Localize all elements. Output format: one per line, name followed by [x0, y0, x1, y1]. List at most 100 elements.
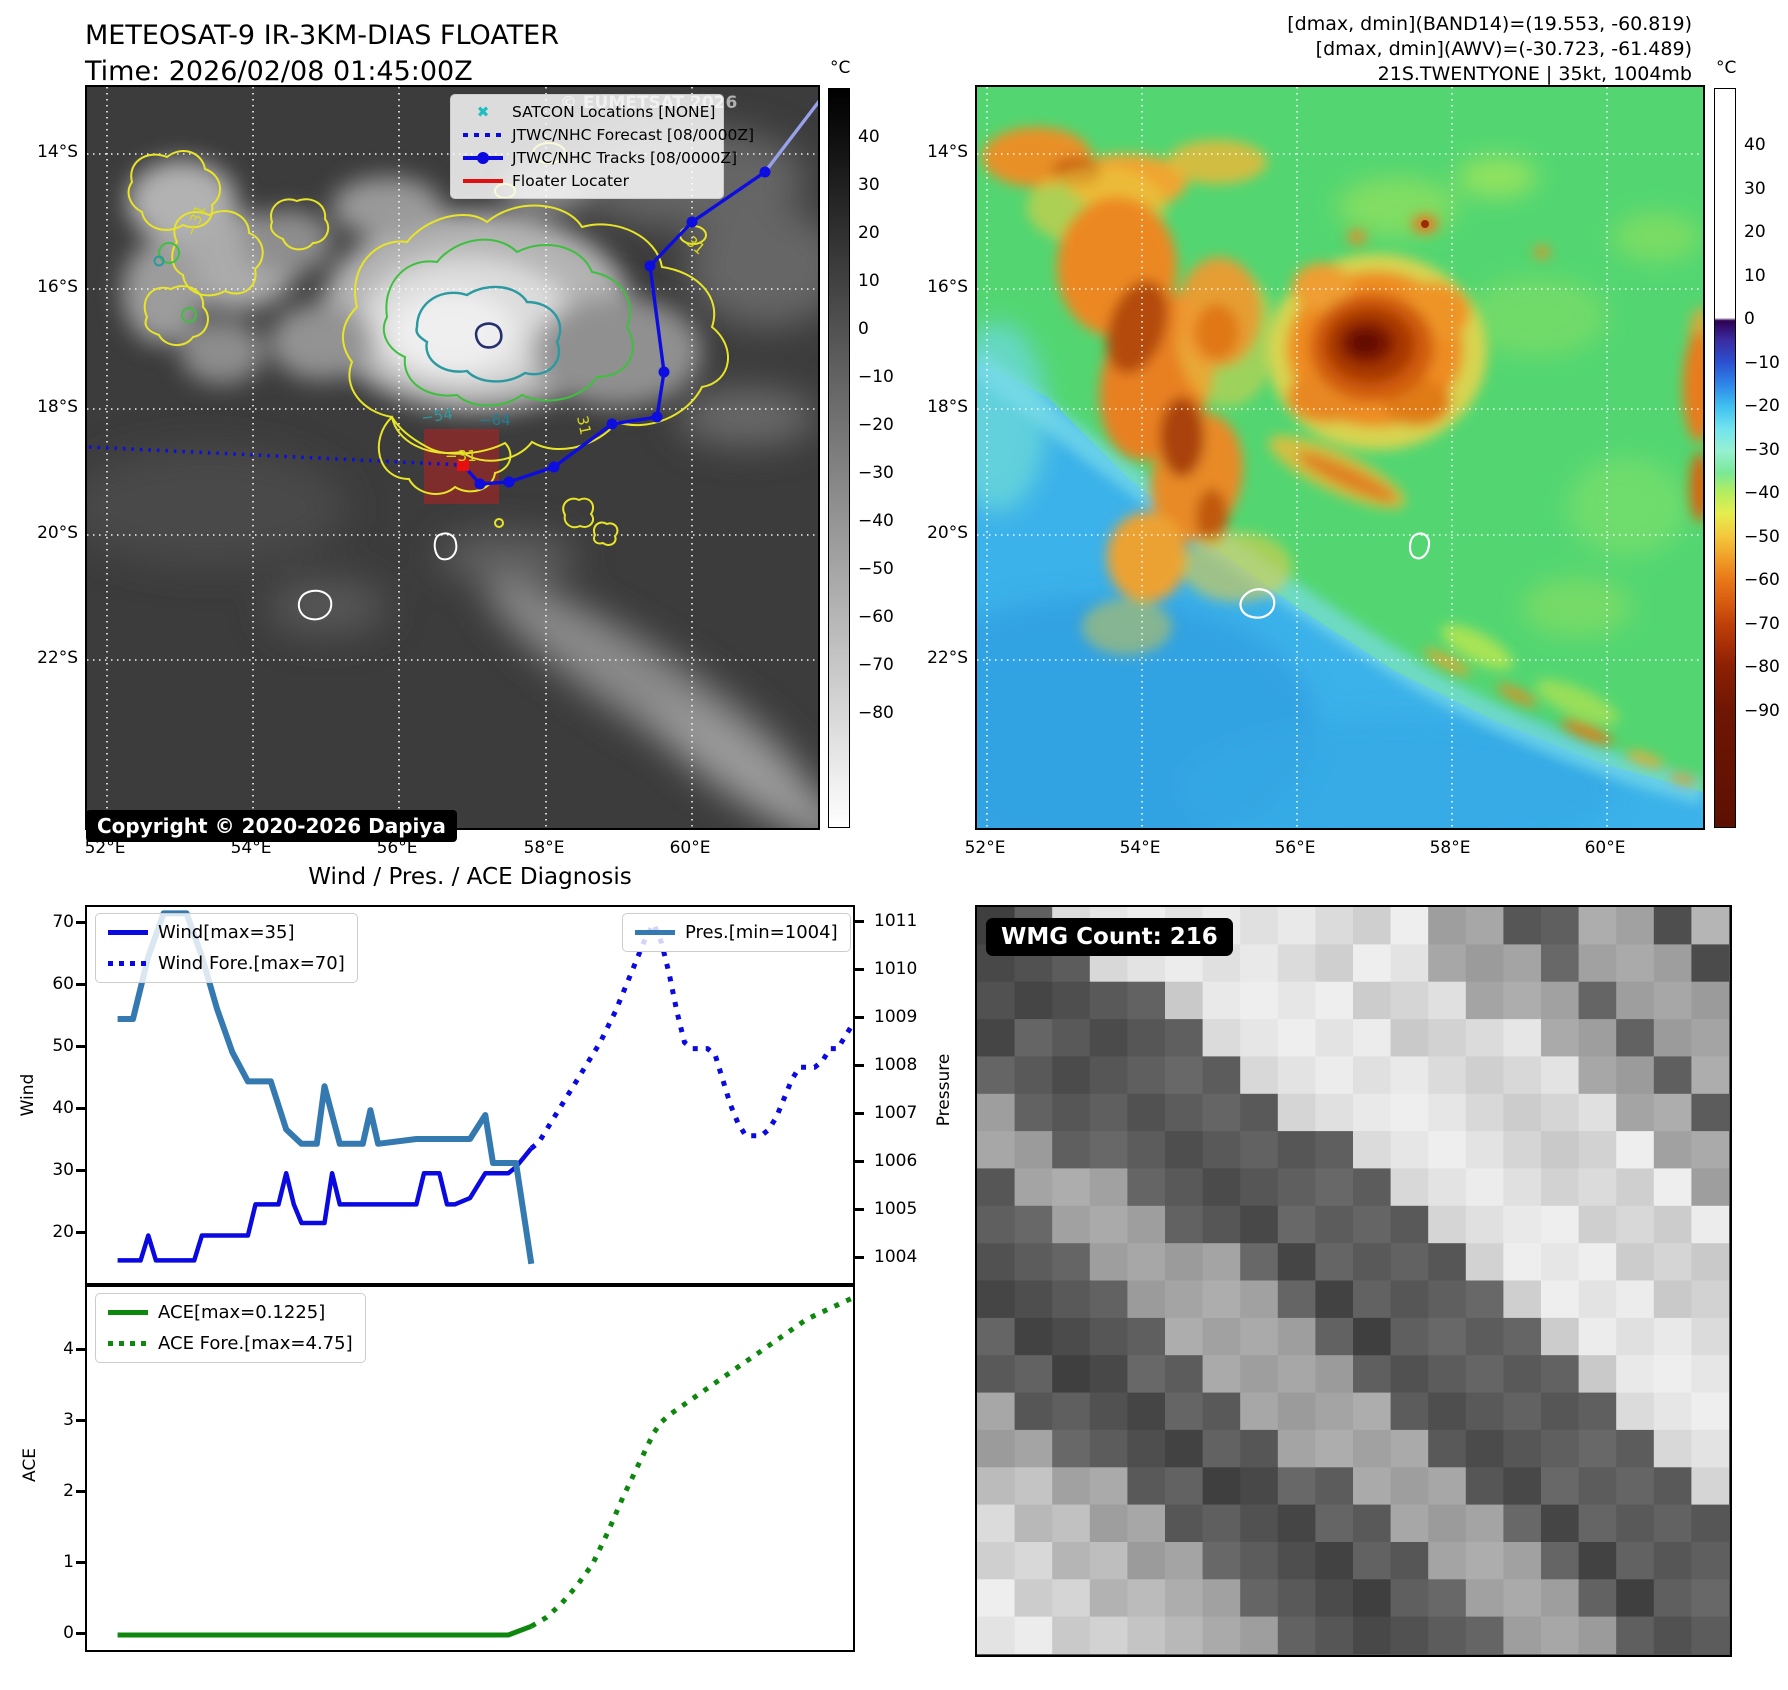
- wmg-cell: [1691, 1504, 1730, 1543]
- wmg-cell: [1428, 907, 1467, 945]
- ir-faint-clouds: [67, 127, 854, 846]
- wmg-cell: [1277, 1467, 1316, 1506]
- legend-row-pressure: Pres.[min=1004]: [635, 922, 838, 943]
- wmg-cell: [1202, 1579, 1241, 1618]
- wmg-cell: [1277, 1019, 1316, 1058]
- wmg-cell: [1428, 1317, 1467, 1356]
- tick-label: 54°E: [1119, 838, 1161, 858]
- wmg-cell: [1165, 1355, 1203, 1394]
- axis-tick: [855, 1160, 864, 1163]
- track-line-icon: [463, 152, 503, 164]
- wmg-cell: [977, 1280, 1015, 1319]
- wmg-cell: [1541, 1579, 1579, 1618]
- series-ACE Fore.[max=4.75]: [530, 1295, 855, 1629]
- wmg-cell: [1277, 1131, 1316, 1170]
- wmg-cell: [1353, 1093, 1391, 1132]
- ir-island-outlines: [297, 532, 458, 621]
- wmg-cell: [1165, 1131, 1203, 1170]
- wmg-cell: [1465, 1504, 1504, 1543]
- tick-label: −70: [858, 655, 894, 675]
- tick-label: −10: [1744, 352, 1780, 373]
- wmg-cell: [1089, 1392, 1128, 1431]
- wmg-cell: [1202, 1467, 1241, 1506]
- tick-label: 30: [858, 175, 880, 195]
- wmg-cell: [1578, 1616, 1617, 1655]
- wmg-cell: [1277, 1243, 1316, 1282]
- wmg-cell: [1428, 1280, 1467, 1319]
- wmg-cell: [1202, 1168, 1241, 1207]
- ir-map-panel: −54 −64 −31 31 −31 31: [67, 85, 854, 846]
- wmg-cell: [1014, 1131, 1053, 1170]
- wmg-cell: [1428, 1616, 1467, 1655]
- tick-label: 1007: [874, 1103, 918, 1123]
- wmg-cell: [1653, 1056, 1692, 1095]
- satellite-time: Time: 2026/02/08 01:45:00Z: [85, 56, 473, 87]
- wmg-cell: [1165, 1056, 1203, 1095]
- wmg-cell: [1165, 1542, 1203, 1580]
- wmg-cell: [1616, 1504, 1655, 1543]
- wmg-cell: [1578, 1429, 1617, 1468]
- wmg-cell: [1353, 1579, 1391, 1618]
- legend-row-ace-forecast: ACE Fore.[max=4.75]: [108, 1333, 353, 1354]
- wmg-cell: [1616, 1579, 1655, 1618]
- wmg-cell: [1428, 1504, 1467, 1543]
- wmg-cell: [1240, 1317, 1279, 1356]
- wmg-cell: [1127, 1280, 1166, 1319]
- wmg-cell: [977, 1205, 1015, 1244]
- ace-forecast-line-icon: [108, 1341, 148, 1346]
- axis-tick: [76, 1169, 85, 1172]
- wmg-cell: [1202, 1243, 1241, 1282]
- tick-label: 1006: [874, 1151, 918, 1171]
- jtwc-forecast-line: [88, 445, 464, 467]
- tick-label: 56°E: [376, 838, 418, 858]
- axis-tick: [76, 1348, 85, 1351]
- tick-label: 3: [63, 1410, 74, 1430]
- wmg-cell: [1578, 1280, 1617, 1319]
- wmg-cell: [1503, 1579, 1542, 1618]
- wmg-cell: [1277, 907, 1316, 945]
- wmg-cell: [977, 1019, 1015, 1058]
- wmg-cell: [1127, 981, 1166, 1020]
- wmg-cell: [1691, 1467, 1730, 1506]
- wmg-cell: [1089, 1019, 1128, 1058]
- wmg-cell: [1578, 1317, 1617, 1356]
- ace-line-icon: [108, 1310, 148, 1315]
- wmg-cell: [1315, 907, 1354, 945]
- wmg-cell: [1240, 1019, 1279, 1058]
- wmg-cell: [1503, 1504, 1542, 1543]
- axis-tick: [76, 1490, 85, 1493]
- awv-colorbar-unit: °C: [1716, 58, 1737, 78]
- wmg-cell: [1541, 1243, 1579, 1282]
- wmg-cell: [1315, 981, 1354, 1020]
- tick-label: 20: [1744, 222, 1766, 242]
- wmg-cell: [1691, 1168, 1730, 1207]
- wmg-cell: [1616, 1616, 1655, 1655]
- tick-label: −20: [1744, 396, 1780, 416]
- wmg-cell: [1578, 1392, 1617, 1431]
- wmg-cell: [1428, 944, 1467, 983]
- wmg-cell: [977, 1056, 1015, 1095]
- wmg-cell: [1390, 1579, 1429, 1618]
- axis-tick: [76, 983, 85, 986]
- wmg-cell: [1089, 1317, 1128, 1356]
- wmg-cell: [1165, 1504, 1203, 1543]
- tick-label: −80: [858, 703, 894, 723]
- wmg-cell: [1277, 1504, 1316, 1543]
- wmg-cell: [1653, 1280, 1692, 1319]
- tick-label: 58°E: [523, 838, 565, 858]
- wmg-cell: [1353, 907, 1391, 945]
- legend-label: JTWC/NHC Forecast [08/0000Z]: [512, 126, 755, 144]
- current-position-marker: [457, 459, 469, 471]
- wmg-cell: [1202, 1019, 1241, 1058]
- wmg-cell: [1616, 1205, 1655, 1244]
- tick-label: 20: [858, 223, 880, 243]
- wmg-cell: [1277, 1429, 1316, 1468]
- wmg-cell: [1052, 1504, 1091, 1543]
- wmg-cell: [1390, 1168, 1429, 1207]
- series-Wind Fore.[max=70]: [529, 921, 856, 1151]
- forecast-line-icon: [463, 133, 503, 137]
- wmg-cell: [1691, 1056, 1730, 1095]
- tick-label: −40: [858, 511, 894, 531]
- wmg-cell: [1089, 1093, 1128, 1132]
